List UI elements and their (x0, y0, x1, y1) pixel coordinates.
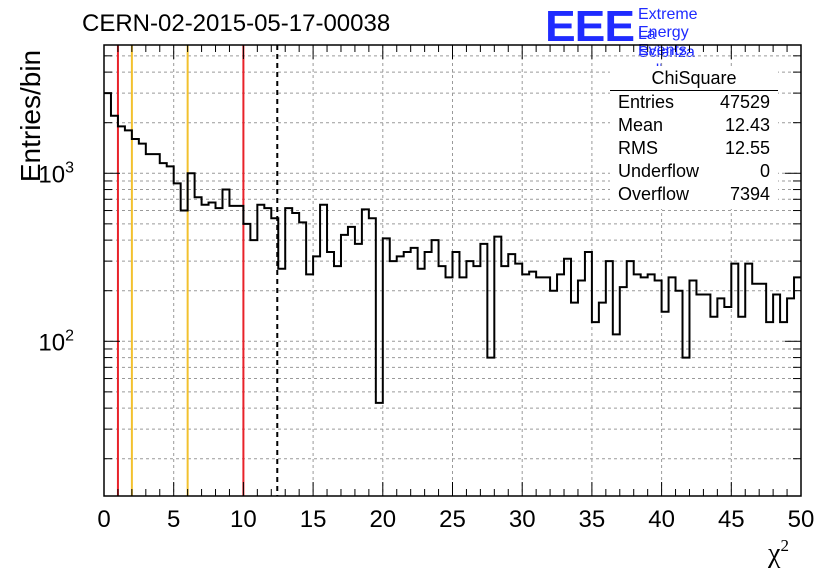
stats-value: 47529 (719, 92, 770, 112)
axes: 0 5 10 15 20 25 30 35 40 45 50 103 102 (38, 44, 815, 533)
stats-key: Entries (618, 92, 675, 112)
x-axis-label-base: χ (768, 538, 781, 569)
x-tick-label: 35 (579, 506, 606, 533)
x-tick-label: 0 (97, 506, 110, 533)
x-tick-label: 20 (369, 506, 396, 533)
x-tick-label: 40 (648, 506, 675, 533)
reference-lines (116, 45, 279, 496)
stats-box: ChiSquare Entries 47529 Mean 12.43 RMS 1… (610, 66, 778, 209)
histogram-series (104, 92, 801, 404)
x-axis-label-sup: 2 (780, 536, 789, 555)
stats-key: RMS (618, 138, 658, 158)
chart-title: CERN-02-2015-05-17-00038 (82, 10, 391, 37)
stats-value: 0 (759, 161, 770, 181)
stats-key: Underflow (618, 161, 700, 181)
stats-value: 12.43 (724, 115, 770, 135)
stats-box-divider (610, 90, 778, 91)
x-axis-label: χ2 (768, 536, 789, 570)
x-tick-label: 10 (230, 506, 257, 533)
y-tick-label: 103 (38, 159, 74, 188)
grid (104, 45, 801, 496)
x-tick-label: 25 (439, 506, 466, 533)
x-tick-label: 15 (300, 506, 327, 533)
x-tick-label: 50 (788, 506, 815, 533)
eee-logo-line1: Extreme Energy Events (638, 6, 698, 59)
histogram-line (104, 92, 801, 404)
stats-value: 12.55 (724, 138, 770, 158)
eee-logo-mark: EEE (545, 0, 635, 51)
stats-box-title: ChiSquare (651, 68, 737, 88)
stats-key: Overflow (618, 184, 690, 204)
x-tick-label: 45 (718, 506, 745, 533)
x-tick-label: 5 (167, 506, 180, 533)
y-tick-label: 102 (38, 327, 74, 356)
stats-value: 7394 (729, 184, 770, 204)
stats-key: Mean (618, 115, 664, 135)
x-tick-label: 30 (509, 506, 536, 533)
